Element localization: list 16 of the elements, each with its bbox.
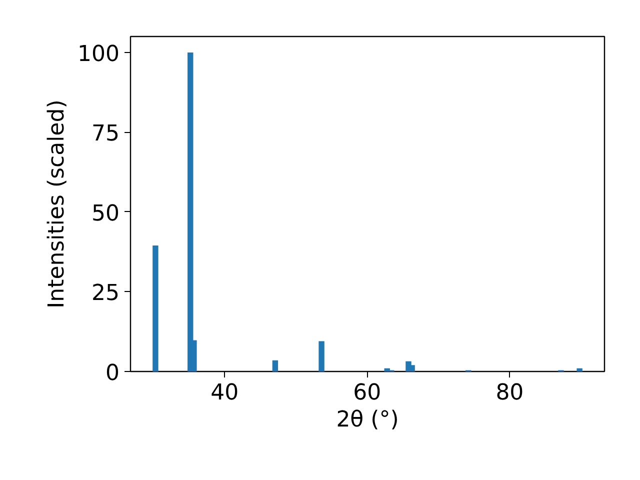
bar xyxy=(152,245,158,372)
y-tick-label: 50 xyxy=(92,201,120,226)
y-tick-label: 100 xyxy=(78,42,120,67)
y-tick-label: 75 xyxy=(92,122,120,147)
bar xyxy=(409,365,415,372)
bar xyxy=(318,341,324,372)
x-axis-title: 2θ (°) xyxy=(336,408,399,432)
x-tick-label: 60 xyxy=(353,380,382,406)
y-tick-label: 0 xyxy=(106,361,120,386)
bar xyxy=(576,368,582,372)
y-axis-title: Intensities (scaled) xyxy=(44,100,70,308)
y-tick-label: 25 xyxy=(92,281,120,306)
bar xyxy=(188,52,194,372)
bar xyxy=(272,360,278,372)
x-tick-label: 80 xyxy=(496,380,524,406)
x-tick-label: 40 xyxy=(210,380,239,406)
